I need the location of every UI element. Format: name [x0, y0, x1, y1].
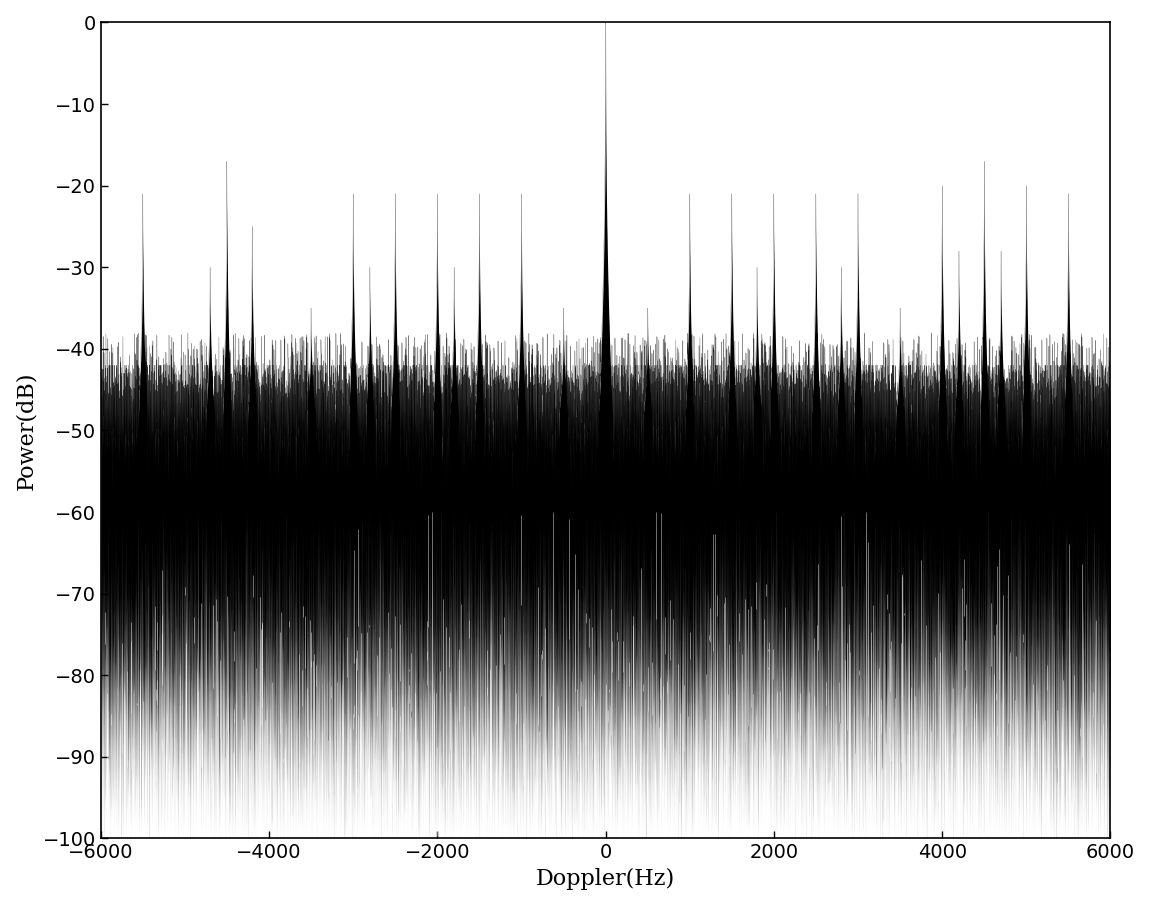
- X-axis label: Doppler(Hz): Doppler(Hz): [536, 868, 675, 890]
- Y-axis label: Power(dB): Power(dB): [15, 371, 37, 490]
